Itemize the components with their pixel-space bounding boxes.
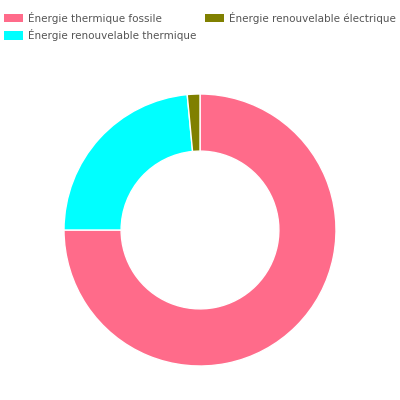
Wedge shape [187,94,200,152]
Legend: Énergie thermique fossile, Énergie renouvelable thermique, Énergie renouvelable : Énergie thermique fossile, Énergie renou… [0,8,400,45]
Wedge shape [64,94,336,366]
Wedge shape [64,95,192,230]
